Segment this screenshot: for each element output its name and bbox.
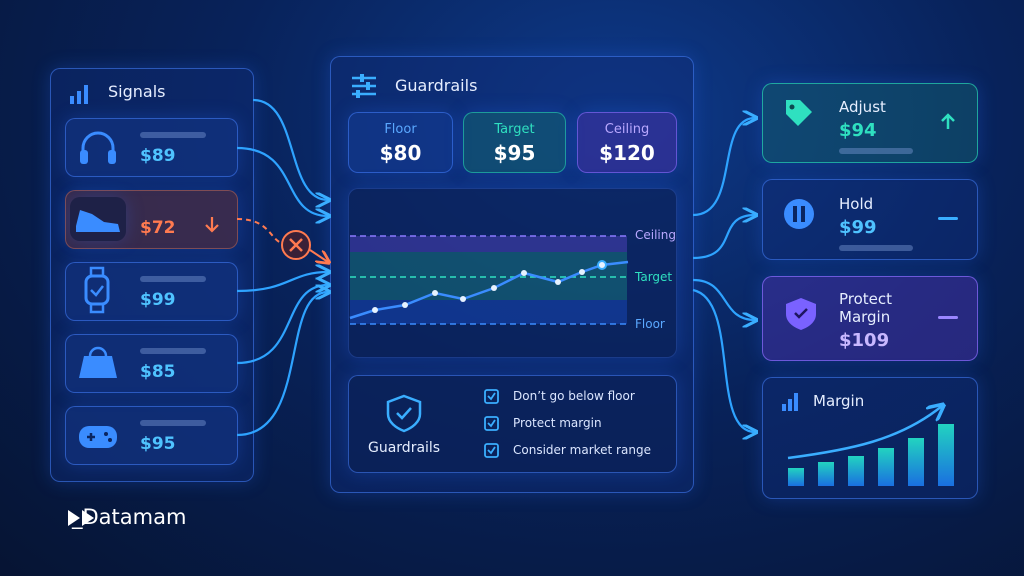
- placeholder-bar: [839, 148, 913, 154]
- level-label: Floor: [384, 122, 417, 137]
- rules-title: Guardrails: [368, 440, 441, 456]
- action-price: $99: [839, 217, 877, 238]
- placeholder-bar: [140, 276, 206, 282]
- signal-price: $89: [140, 146, 176, 166]
- chart-line-label: Ceiling: [635, 228, 676, 242]
- chart-box: [348, 188, 677, 358]
- signal-price: $95: [140, 434, 176, 454]
- signal-price: $85: [140, 362, 176, 382]
- action-price: $94: [839, 120, 877, 141]
- action-label: Adjust: [839, 98, 886, 116]
- placeholder-bar: [140, 132, 206, 138]
- rules-box: [348, 375, 677, 473]
- placeholder-bar: [140, 420, 206, 426]
- rule: Consider market range: [513, 443, 651, 457]
- signal-price: $72: [140, 218, 176, 238]
- icons: [68, 74, 958, 526]
- signals-title: Signals: [108, 82, 166, 101]
- signal-price: $99: [140, 290, 176, 310]
- target-box: [463, 112, 566, 173]
- placeholder-bar: [140, 348, 206, 354]
- signal-item: [65, 118, 238, 177]
- rule: Protect margin: [513, 416, 602, 430]
- level-price: $95: [493, 141, 536, 165]
- level-label: Target: [494, 122, 535, 137]
- guardrail-chart: [349, 235, 629, 325]
- action-price: $109: [839, 330, 890, 351]
- margin-title: Margin: [813, 392, 865, 410]
- rejected-path: [236, 218, 328, 262]
- floor-box: [348, 112, 453, 173]
- level-label: Ceiling: [604, 122, 650, 137]
- ceiling-box: [577, 112, 677, 173]
- chart-line-label: Floor: [635, 317, 665, 331]
- rule: Don’t go below floor: [513, 389, 635, 403]
- action-label: Hold: [839, 195, 874, 213]
- level-price: $80: [379, 141, 422, 165]
- action-label: Protect Margin: [839, 290, 893, 326]
- level-price: $120: [599, 141, 655, 165]
- placeholder-bar: [839, 245, 913, 251]
- connectors: [236, 98, 755, 435]
- chart-line-label: Target: [635, 270, 673, 284]
- guardrails-title: Guardrails: [395, 76, 478, 95]
- brand: _Datamam: [72, 505, 187, 529]
